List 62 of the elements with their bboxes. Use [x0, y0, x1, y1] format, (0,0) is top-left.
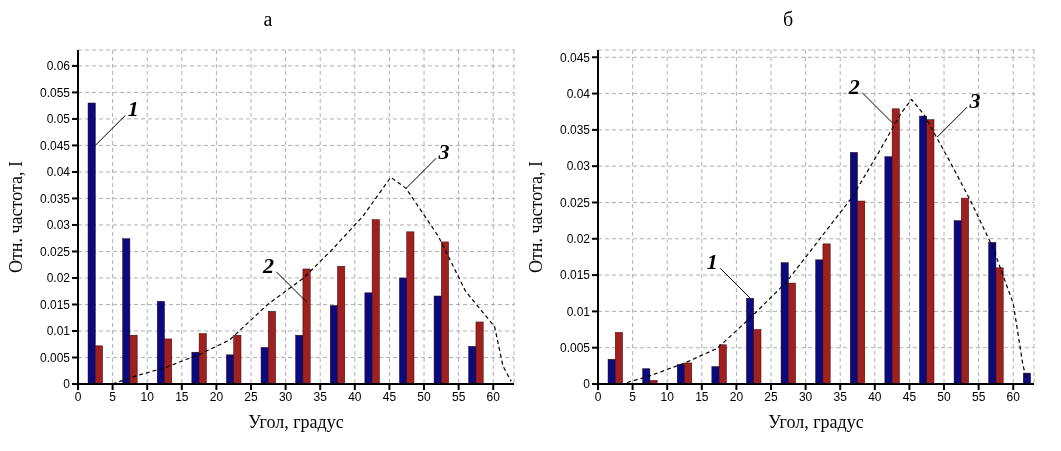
y-tick-label: 0.01	[46, 324, 71, 339]
y-tick-label: 0.015	[559, 268, 591, 283]
y-tick-label: 0.015	[39, 297, 71, 312]
y-tick-label: 0.005	[39, 350, 71, 365]
x-axis-title: Угол, градус	[768, 412, 864, 432]
x-tick-label: 10	[660, 389, 675, 404]
x-tick-label: 5	[109, 389, 117, 404]
annotation: 2	[261, 252, 274, 278]
annotation: 1	[706, 249, 718, 275]
x-tick-label: 25	[244, 389, 259, 404]
x-tick-label: 15	[175, 389, 189, 404]
chart-title: б	[781, 8, 795, 32]
y-tick-label: 0.055	[39, 85, 71, 100]
x-axis-title: Угол, градус	[248, 412, 344, 432]
y-axis-title: Отн. частота, I	[6, 161, 27, 273]
y-tick-label: 0.03	[566, 159, 591, 174]
y-tick-label: 0.06	[46, 59, 71, 74]
x-tick-label: 25	[764, 389, 779, 404]
y-tick-label: 0	[63, 377, 71, 392]
y-tick-label: 0.025	[39, 244, 71, 259]
y-tick-label: 0.035	[39, 191, 71, 206]
x-tick-label: 60	[486, 389, 501, 404]
y-tick-label: 0	[583, 377, 591, 392]
x-tick-label: 45	[902, 389, 917, 404]
x-tick-label: 15	[695, 389, 709, 404]
x-tick-label: 55	[451, 389, 466, 404]
x-tick-label: 40	[868, 389, 882, 404]
x-tick-label: 40	[348, 389, 362, 404]
x-tick-label: 5	[629, 389, 637, 404]
chart-title: а	[262, 8, 274, 32]
y-tick-label: 0.02	[566, 232, 591, 247]
annotation: 3	[437, 139, 450, 165]
x-tick-label: 30	[278, 389, 293, 404]
y-tick-label: 0.05	[46, 112, 71, 127]
x-tick-label: 55	[971, 389, 986, 404]
y-tick-label: 0.005	[559, 340, 591, 355]
y-tick-label: 0.04	[46, 165, 71, 180]
y-tick-label: 0.03	[46, 218, 71, 233]
x-tick-label: 45	[382, 389, 397, 404]
x-tick-label: 50	[937, 389, 952, 404]
x-tick-label: 20	[729, 389, 744, 404]
annotation: 2	[847, 73, 860, 99]
x-tick-label: 60	[1006, 389, 1021, 404]
x-tick-label: 20	[209, 389, 224, 404]
x-tick-label: 0	[594, 389, 602, 404]
y-tick-label: 0.045	[39, 138, 71, 153]
x-tick-label: 35	[833, 389, 848, 404]
y-tick-label: 0.04	[566, 86, 591, 101]
y-axis-title: Отн. частота, I	[526, 161, 547, 273]
annotation: 1	[127, 96, 139, 122]
x-tick-label: 50	[417, 389, 432, 404]
x-tick-label: 35	[313, 389, 328, 404]
x-tick-label: 10	[140, 389, 155, 404]
y-tick-label: 0.045	[559, 50, 591, 65]
x-tick-label: 30	[798, 389, 813, 404]
x-tick-label: 0	[74, 389, 82, 404]
y-tick-label: 0.01	[566, 304, 591, 319]
annotation: 3	[968, 88, 981, 114]
y-tick-label: 0.035	[559, 123, 591, 138]
y-tick-label: 0.025	[559, 195, 591, 210]
y-tick-label: 0.02	[46, 271, 71, 286]
bar	[1023, 372, 1031, 384]
